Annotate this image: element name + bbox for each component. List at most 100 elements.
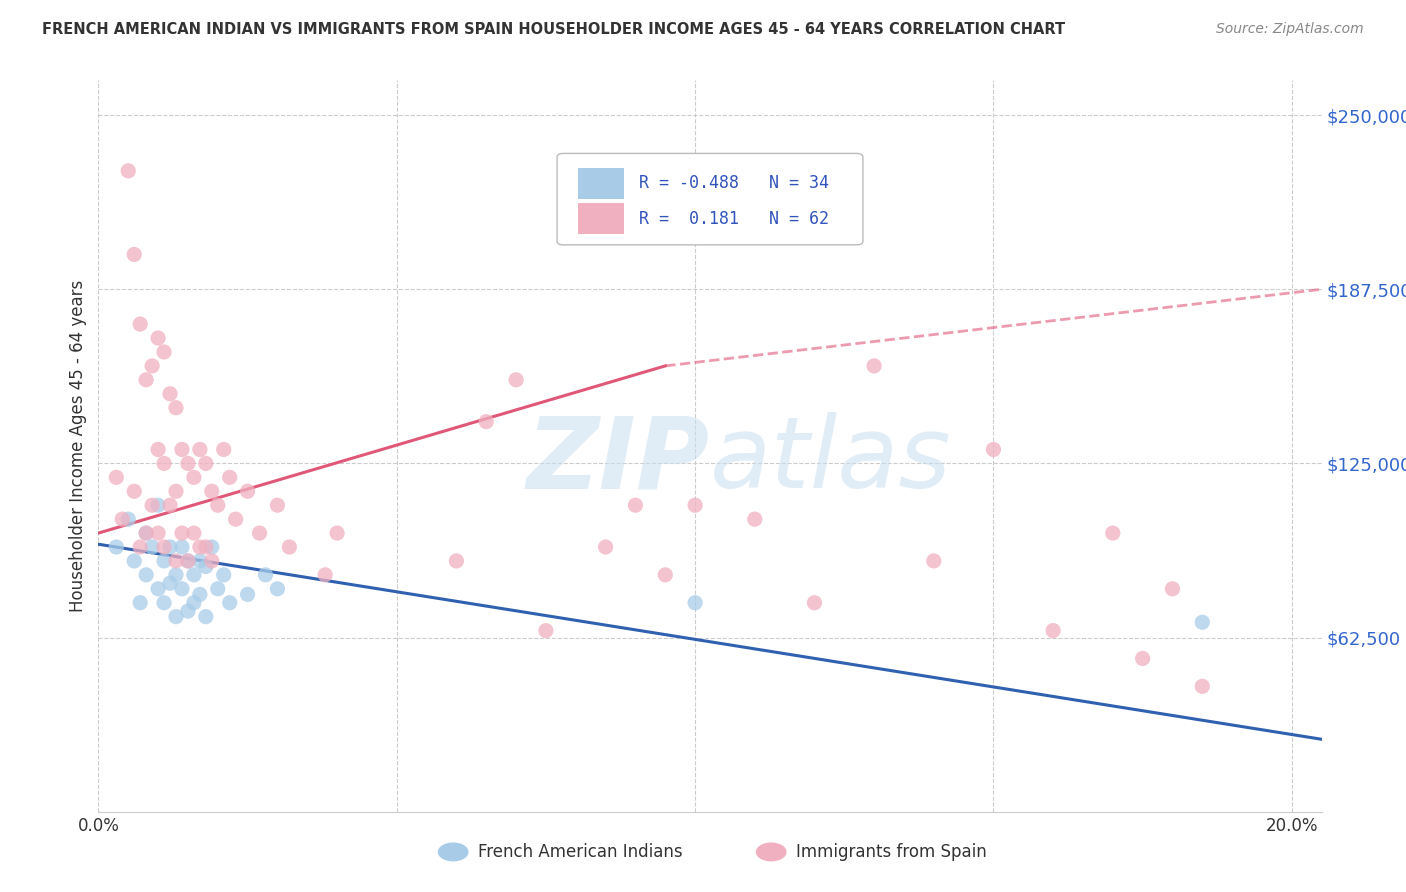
Point [159,498,181,512]
Point [146,442,169,457]
Text: Source: ZipAtlas.com: Source: ZipAtlas.com [1216,22,1364,37]
Point [165,484,187,499]
Point [141,540,163,554]
Point [983,442,1005,457]
Text: FRENCH AMERICAN INDIAN VS IMMIGRANTS FROM SPAIN HOUSEHOLDER INCOME AGES 45 - 64 : FRENCH AMERICAN INDIAN VS IMMIGRANTS FRO… [42,22,1066,37]
Point [218,596,240,610]
Point [1042,624,1064,638]
Point [212,567,235,582]
Point [159,540,181,554]
Point [683,498,706,512]
Point [863,359,886,373]
FancyBboxPatch shape [578,203,624,234]
Point [141,359,163,373]
Point [194,609,217,624]
Point [177,457,200,471]
Text: R = -0.488   N = 34: R = -0.488 N = 34 [640,175,830,193]
Point [183,596,205,610]
Point [177,554,200,568]
Point [170,526,193,541]
Point [326,526,349,541]
Y-axis label: Householder Income Ages 45 - 64 years: Householder Income Ages 45 - 64 years [69,280,87,612]
Text: atlas: atlas [710,412,952,509]
Point [146,526,169,541]
Point [446,554,468,568]
Point [266,498,288,512]
Point [165,609,187,624]
Point [183,526,205,541]
Point [1191,615,1213,630]
Point [122,554,145,568]
Point [201,554,224,568]
Point [183,567,205,582]
Point [534,624,557,638]
Point [266,582,288,596]
Point [153,596,176,610]
Point [201,540,224,554]
Point [194,559,217,574]
Point [744,512,766,526]
Point [117,164,139,178]
Point [135,373,157,387]
Point [1132,651,1154,665]
Point [165,567,187,582]
Circle shape [439,843,468,861]
Point [122,247,145,261]
Point [254,567,277,582]
Point [177,604,200,618]
Point [505,373,527,387]
Point [153,554,176,568]
Point [236,484,259,499]
Point [201,484,224,499]
Point [249,526,271,541]
Point [146,582,169,596]
Text: ZIP: ZIP [527,412,710,509]
Point [654,567,676,582]
Point [183,470,205,484]
Point [1101,526,1123,541]
Text: French American Indians: French American Indians [478,843,682,861]
Point [212,442,235,457]
Point [683,596,706,610]
Point [146,331,169,345]
Point [218,470,240,484]
Point [135,526,157,541]
Point [122,484,145,499]
Point [135,526,157,541]
Point [314,567,336,582]
Point [194,457,217,471]
Point [159,386,181,401]
Point [188,442,211,457]
Point [111,512,134,526]
FancyBboxPatch shape [578,168,624,199]
Point [278,540,301,554]
Point [129,540,152,554]
Point [188,587,211,601]
Point [595,540,617,554]
Point [922,554,945,568]
Point [624,498,647,512]
Text: R =  0.181   N = 62: R = 0.181 N = 62 [640,210,830,227]
Point [803,596,825,610]
Text: Immigrants from Spain: Immigrants from Spain [796,843,987,861]
Point [135,567,157,582]
Point [207,498,229,512]
Point [146,498,169,512]
Point [141,498,163,512]
Point [188,554,211,568]
Point [170,442,193,457]
Point [188,540,211,554]
Point [153,540,176,554]
Point [194,540,217,554]
Point [236,587,259,601]
FancyBboxPatch shape [557,153,863,245]
Point [177,554,200,568]
Point [159,576,181,591]
Point [129,317,152,331]
Point [1161,582,1184,596]
Point [153,345,176,359]
Point [117,512,139,526]
Point [207,582,229,596]
Point [170,582,193,596]
Point [475,415,498,429]
